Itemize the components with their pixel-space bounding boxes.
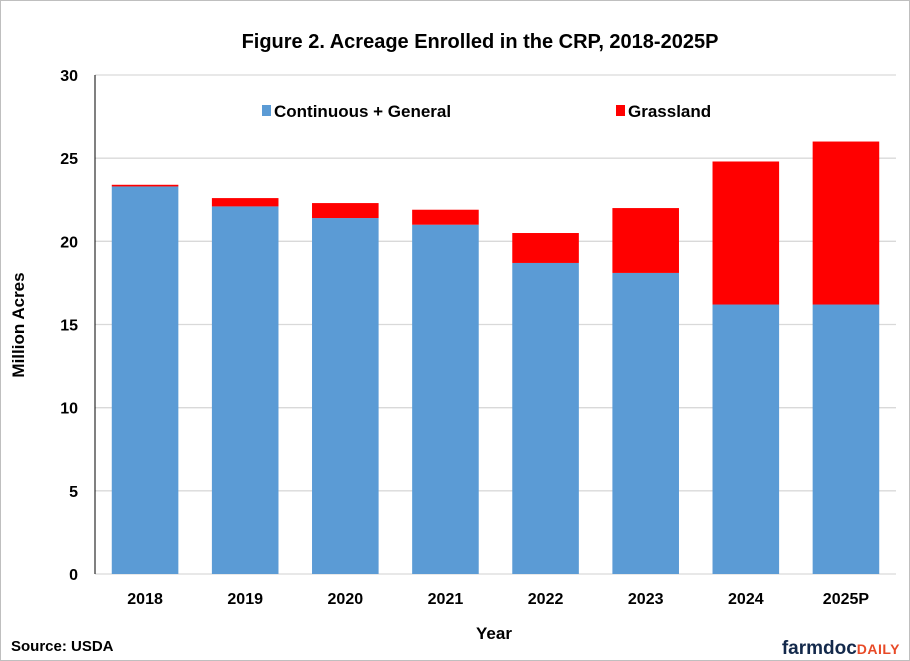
bar-continuous-general-2020 <box>312 218 379 574</box>
y-tick-label: 20 <box>60 234 78 251</box>
x-tick-label: 2024 <box>728 591 764 608</box>
x-tick-label: 2018 <box>127 591 163 608</box>
bar-continuous-general-2023 <box>612 272 679 574</box>
bar-grassland-2019 <box>211 198 279 207</box>
y-tick-label: 15 <box>60 318 78 335</box>
y-tick-label: 0 <box>69 567 78 584</box>
bar-grassland-2025p <box>812 141 880 305</box>
x-tick-label: 2022 <box>528 591 564 608</box>
x-axis-label: Year <box>476 624 512 643</box>
x-tick-labels: 2018 2019 2020 2021 2022 2023 2024 2025P <box>127 591 869 608</box>
legend-label-continuous-general: Continuous + General <box>274 102 451 121</box>
bar-grassland-2020 <box>312 203 379 219</box>
bar-continuous-general-2025p <box>812 304 880 574</box>
bar-grassland-2024 <box>712 161 780 305</box>
bar-continuous-general-2018 <box>111 186 179 574</box>
farmdoc-daily-logo: farmdocDAILY <box>782 638 900 659</box>
y-axis-label: Million Acres <box>9 272 28 377</box>
legend-swatch-grassland <box>616 105 625 116</box>
bar-grassland-2023 <box>612 208 679 273</box>
x-tick-label: 2021 <box>428 591 464 608</box>
y-tick-label: 25 <box>60 151 78 168</box>
bar-continuous-general-2024 <box>712 304 780 574</box>
legend: Continuous + General Grassland <box>262 102 711 121</box>
bar-grassland-2018 <box>111 184 179 187</box>
y-tick-label: 5 <box>69 484 78 501</box>
y-tick-label: 30 <box>60 68 78 85</box>
chart-title: Figure 2. Acreage Enrolled in the CRP, 2… <box>242 31 719 53</box>
x-tick-label: 2020 <box>328 591 364 608</box>
x-tick-label: 2023 <box>628 591 664 608</box>
legend-swatch-continuous-general <box>262 105 271 116</box>
svg-text:farmdocDAILY: farmdocDAILY <box>782 638 900 659</box>
source-note: Source: USDA <box>11 638 114 655</box>
x-tick-label: 2025P <box>823 591 870 608</box>
x-tick-label: 2019 <box>227 591 263 608</box>
legend-label-grassland: Grassland <box>628 102 711 121</box>
bar-continuous-general-2021 <box>412 224 479 574</box>
logo-farmdoc: farmdoc <box>782 638 857 659</box>
bars <box>111 141 880 575</box>
logo-daily: DAILY <box>857 641 900 657</box>
y-tick-labels: 0 5 10 15 20 25 30 <box>60 68 78 584</box>
bar-continuous-general-2022 <box>512 262 579 574</box>
y-tick-label: 10 <box>60 401 78 418</box>
bar-continuous-general-2019 <box>211 206 279 575</box>
bar-grassland-2022 <box>512 233 579 263</box>
bar-grassland-2021 <box>412 209 479 225</box>
